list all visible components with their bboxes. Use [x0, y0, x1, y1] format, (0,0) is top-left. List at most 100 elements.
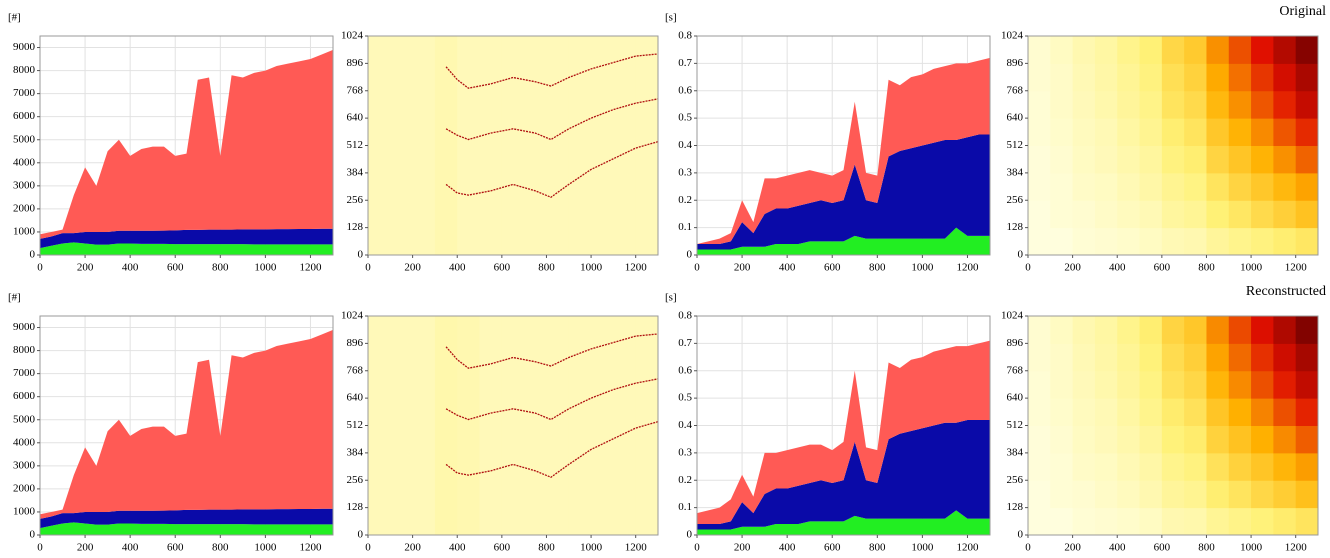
y-tick-label: 2000	[13, 482, 36, 494]
y-tick-label: 0.2	[678, 474, 692, 486]
heatmap-cell	[1028, 118, 1051, 146]
heatmap-cell	[1184, 343, 1207, 372]
y-tick-label: 7000	[13, 367, 36, 379]
y-tick-label: 0	[1018, 529, 1024, 541]
y-axis-label: [#]	[8, 12, 21, 24]
heatmap-cell	[1072, 398, 1096, 426]
heatmap-cell	[1295, 63, 1319, 92]
heatmap-cell	[1251, 425, 1274, 454]
heatmap-cell	[1161, 90, 1185, 119]
heatmap-cell	[1028, 398, 1051, 426]
heatmap-cell	[1161, 36, 1185, 64]
heatmap-cell	[1251, 36, 1274, 64]
heatmap-cell	[1094, 507, 1118, 536]
x-tick-label: 0	[694, 262, 700, 274]
heatmap-cell	[1117, 370, 1141, 399]
heatmap-cell	[1028, 200, 1051, 229]
y-tick-label: 0.8	[678, 310, 692, 322]
plot-frame	[39, 35, 334, 256]
heatmap-cell	[1206, 172, 1230, 201]
heatmap-cell	[1273, 90, 1297, 119]
heatmap-cell	[1228, 343, 1252, 372]
heatmap-cell	[591, 36, 614, 256]
heatmap-cell	[1295, 118, 1319, 146]
y-tick-label: 0	[358, 529, 364, 541]
heatmap-cell	[1273, 370, 1297, 399]
heatmap-cell	[1273, 36, 1297, 64]
y-tick-label: 896	[1007, 57, 1024, 69]
heatmap-cell	[1206, 398, 1230, 426]
y-tick-label: 4000	[13, 156, 36, 168]
heatmap-cell	[1139, 398, 1163, 426]
heatmap-cell	[1072, 90, 1096, 119]
heatmap-cell	[1228, 370, 1252, 399]
heatmap-cell	[1117, 63, 1141, 92]
heatmap-cell	[1072, 36, 1096, 64]
heatmap-cell	[1094, 398, 1118, 426]
y-tick-label: 128	[347, 501, 364, 513]
x-tick-label: 600	[1154, 262, 1171, 274]
x-tick-label: 200	[77, 542, 94, 554]
heatmap-cell	[501, 316, 525, 536]
y-tick-label: 5000	[13, 133, 36, 145]
heatmap-cell	[1139, 90, 1163, 119]
y-tick-label: 512	[347, 139, 364, 151]
heatmap-cell	[1094, 425, 1118, 454]
stacked-area	[40, 508, 333, 529]
heatmap-cell	[1139, 227, 1163, 256]
ridge-line	[445, 98, 659, 141]
heatmap-cell	[1295, 316, 1319, 344]
heatmap-cell	[546, 36, 570, 256]
x-tick-label: 1000	[911, 542, 934, 554]
x-tick-label: 800	[869, 542, 886, 554]
heatmap-cell	[1228, 507, 1252, 536]
heatmap-cell	[524, 36, 547, 256]
heatmap-cell	[1273, 316, 1297, 344]
heatmap-cell	[568, 316, 592, 536]
heatmap-cell	[1094, 227, 1118, 256]
heatmap-cell	[591, 316, 614, 536]
x-tick-label: 1200	[956, 262, 979, 274]
heatmap-cell	[1206, 425, 1230, 454]
heatmap-cell	[1206, 145, 1230, 174]
heatmap-cell	[1295, 507, 1319, 536]
heatmap-cell	[368, 316, 391, 536]
x-tick-label: 0	[365, 542, 371, 554]
x-tick-label: 1000	[1240, 262, 1263, 274]
x-tick-label: 0	[1025, 542, 1031, 554]
heatmap-cell	[1139, 316, 1163, 344]
heatmap-cell	[1184, 370, 1207, 399]
ridge-line	[445, 141, 659, 198]
heatmap-cell	[1273, 200, 1297, 229]
heatmap-cell	[1295, 90, 1319, 119]
y-tick-label: 3000	[13, 459, 36, 471]
heatmap-cell	[1295, 172, 1319, 201]
heatmap-cell	[1206, 200, 1230, 229]
heatmap-cell	[1184, 90, 1207, 119]
x-tick-label: 600	[167, 542, 184, 554]
x-tick-label: 400	[449, 262, 466, 274]
heatmap-cell	[1028, 36, 1051, 64]
y-tick-label: 384	[347, 166, 364, 178]
y-axis-label: [#]	[8, 292, 21, 304]
heatmap-cell	[1028, 507, 1051, 536]
x-tick-label: 600	[494, 542, 511, 554]
x-tick-label: 1000	[254, 542, 277, 554]
heatmap-cell	[1050, 145, 1074, 174]
heatmap-cell	[1228, 452, 1252, 481]
y-tick-label: 1024	[341, 310, 364, 322]
heatmap-cell	[1184, 200, 1207, 229]
heatmap-cell	[1117, 480, 1141, 509]
heatmap-cell	[1094, 343, 1118, 372]
x-tick-label: 0	[1025, 262, 1031, 274]
heatmap-cell	[1228, 63, 1252, 92]
heatmap-cell	[1251, 452, 1274, 481]
heatmap-cell	[1072, 200, 1096, 229]
heatmap-cell	[1206, 452, 1230, 481]
heatmap-cell	[1184, 425, 1207, 454]
heatmap-cell	[1295, 452, 1319, 481]
heatmap-cell	[1139, 343, 1163, 372]
heatmap-cell	[1206, 343, 1230, 372]
y-tick-label: 9000	[13, 321, 36, 333]
y-axis-label: [s]	[665, 292, 677, 304]
